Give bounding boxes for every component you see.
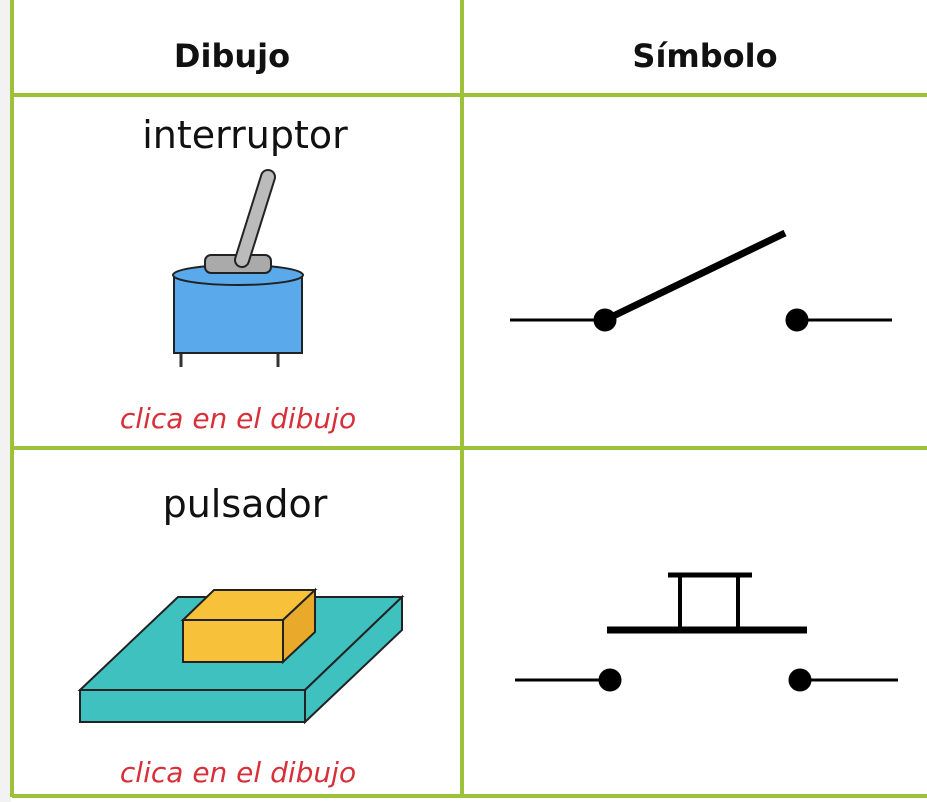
- table-grid: [10, 0, 927, 798]
- base-front: [79, 689, 306, 723]
- row-label: pulsador: [163, 482, 328, 526]
- row-label: interruptor: [142, 113, 348, 157]
- switch-drawing[interactable]: [172, 169, 304, 367]
- button-front: [182, 619, 284, 663]
- contact: [603, 229, 787, 324]
- pushbutton-symbol: [515, 572, 898, 692]
- base-side: [304, 594, 403, 725]
- lever: [236, 171, 274, 266]
- header-cell: Símbolo: [632, 37, 777, 75]
- button-drawing[interactable]: [77, 587, 405, 725]
- header-cell: Dibujo: [174, 37, 290, 75]
- switch-body: [173, 274, 303, 354]
- switch-symbol: [510, 229, 892, 332]
- hint-link[interactable]: clica en el dibujo: [120, 756, 356, 789]
- hint-link[interactable]: clica en el dibujo: [120, 402, 356, 435]
- left-margin: [0, 0, 11, 802]
- button-side: [282, 587, 316, 665]
- terminal: [598, 668, 622, 692]
- terminal: [593, 308, 617, 332]
